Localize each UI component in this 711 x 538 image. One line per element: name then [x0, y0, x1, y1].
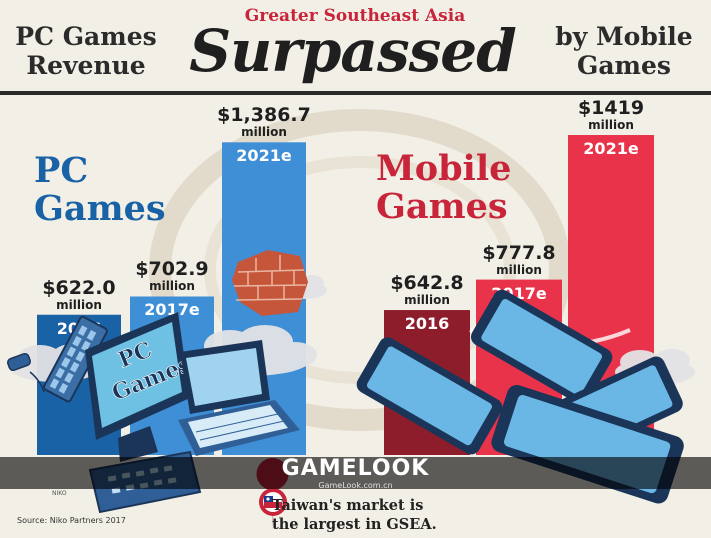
pc-games-label: PC Games	[34, 152, 166, 228]
bar-value-label: $702.9 million	[118, 259, 226, 293]
bar-value-label: $1,386.7 million	[210, 105, 318, 139]
bar-value-unit: million	[496, 262, 542, 277]
taiwan-footnote-line: Taiwan's market is	[272, 497, 424, 514]
bar-value-label: $622.0 million	[25, 276, 133, 312]
header-right-line: by Mobile	[555, 22, 693, 51]
bar-value-unit: million	[241, 125, 287, 140]
header-left-line: Revenue	[26, 51, 146, 80]
pc-monitor-icon: PC Games	[85, 312, 195, 462]
header-right-line: Games	[577, 51, 671, 80]
bar-value-unit: million	[404, 293, 450, 308]
bar-value-amount: $1419	[577, 97, 645, 119]
header-headline: Surpassed	[189, 17, 517, 85]
bar-value-unit: million	[56, 297, 102, 312]
header-left-title: PC Games Revenue	[6, 22, 166, 80]
bar-year-label: 2017e	[144, 300, 200, 320]
mobile-games-label-line: Mobile	[376, 148, 512, 189]
brick-wall-icon	[232, 250, 308, 316]
bar-year-label: 2021e	[583, 139, 639, 158]
niko-logo: NIKO	[52, 490, 67, 497]
smartphone-icon	[471, 289, 613, 405]
bar-value-label: $777.8 million	[464, 241, 574, 277]
smartphone-icon	[356, 337, 503, 455]
header-region: Greater Southeast Asia	[244, 6, 466, 26]
bar-year-label: 2016	[404, 314, 450, 334]
bar-value-label: $642.8 million	[372, 273, 482, 307]
bar-value-amount: $622.0	[42, 276, 116, 299]
bar-value-label: $1419 million	[556, 98, 666, 132]
header-divider	[0, 91, 711, 95]
pc-games-label-line: Games	[34, 188, 166, 229]
watermark-logo: GAMELOOK	[281, 456, 430, 481]
bar-value-amount: $777.8	[482, 241, 556, 264]
bar-value-amount: $1,386.7	[217, 104, 311, 127]
bar-value-unit: million	[588, 118, 634, 132]
bar-value-amount: $702.9	[135, 258, 209, 281]
watermark-banner	[0, 457, 711, 489]
bar-year-label: 2021e	[236, 146, 292, 166]
bar-value-amount: $642.8	[390, 272, 464, 295]
pc-games-label-line: PC	[34, 150, 89, 191]
laptop-icon	[178, 340, 300, 456]
header-left-line: PC Games	[15, 22, 157, 51]
watermark-url: GameLook.com.cn	[318, 481, 393, 490]
mouse-icon	[6, 352, 45, 393]
source-note: Source: Niko Partners 2017	[17, 516, 126, 525]
header-right-title: by Mobile Games	[540, 22, 708, 80]
taiwan-footnote: Taiwan's market is the largest in GSEA.	[272, 496, 437, 534]
taiwan-footnote-line: the largest in GSEA.	[272, 516, 437, 533]
mobile-games-label-line: Games	[376, 186, 508, 227]
mobile-games-label: Mobile Games	[376, 150, 511, 226]
background-swirl	[149, 109, 571, 431]
bar-value-unit: million	[149, 279, 195, 294]
